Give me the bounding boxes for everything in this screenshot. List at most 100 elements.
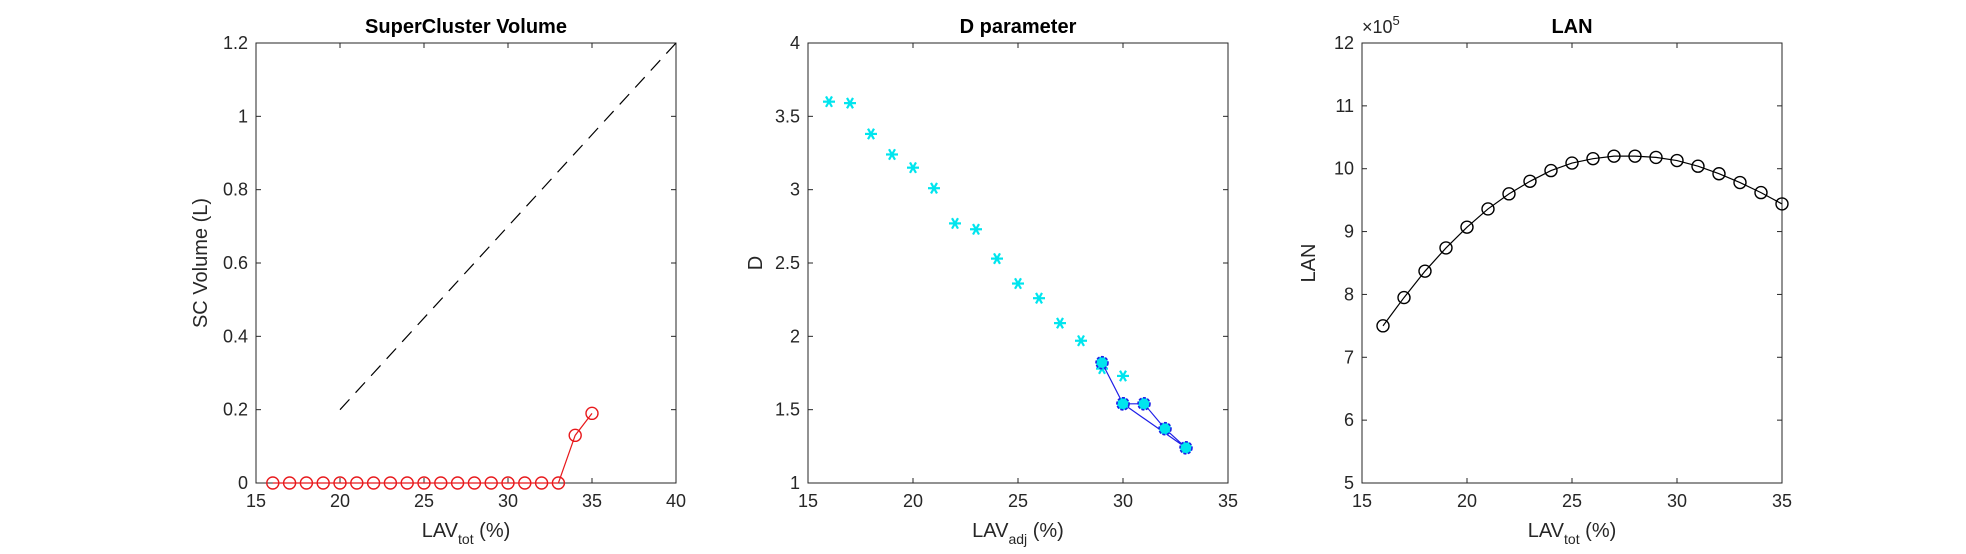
x-tick-label: 25 — [1562, 491, 1582, 511]
x-tick-label: 20 — [330, 491, 350, 511]
x-axis-label-2: LAVadj (%) — [972, 520, 1064, 547]
circle-marker — [484, 476, 498, 490]
asterisk-stroke — [1056, 317, 1064, 329]
series-line — [1101, 362, 1187, 449]
circle-marker — [417, 476, 431, 490]
asterisk-marker — [1054, 317, 1066, 329]
asterisk-marker — [1012, 277, 1024, 290]
asterisk-marker — [1117, 370, 1129, 382]
asterisk-marker — [907, 161, 919, 174]
y-tick-label: 12 — [1334, 33, 1354, 53]
x-ticks-3: 15 20 25 30 35 — [1352, 43, 1792, 511]
x-tick-label: 30 — [1113, 491, 1133, 511]
circle-marker — [316, 476, 330, 490]
circle-marker — [350, 476, 364, 490]
y-tick-label: 6 — [1344, 410, 1354, 430]
circle-marker — [518, 476, 532, 490]
y-tick-label: 1 — [790, 473, 800, 493]
panel-lan: LAN LAN LAVtot (%) ×105 5 6 7 8 9 10 11 12 15 20… — [1298, 13, 1792, 547]
circle-marker — [1137, 396, 1151, 411]
chart-title-1: SuperCluster Volume — [365, 16, 567, 38]
asterisk-marker — [949, 217, 961, 230]
asterisk-marker — [991, 252, 1003, 265]
asterisk-stroke — [1119, 370, 1127, 382]
asterisk-stroke — [909, 161, 917, 174]
x-axis-label-3: LAVtot (%) — [1528, 520, 1617, 547]
y-tick-label: 8 — [1344, 284, 1354, 304]
asterisk-stroke — [1014, 277, 1022, 290]
asterisk-marker — [1033, 292, 1045, 304]
circle-marker — [1179, 440, 1193, 455]
circle-marker — [501, 476, 515, 490]
x-tick-label: 15 — [1352, 491, 1372, 511]
y-tick-label: 0.6 — [223, 253, 248, 273]
circle-marker — [1775, 197, 1789, 211]
asterisk-stroke — [930, 182, 938, 194]
series-2 — [823, 95, 1193, 455]
asterisk-marker — [970, 223, 982, 236]
y-tick-label: 1 — [238, 106, 248, 126]
y-tick-label: 2.5 — [775, 253, 800, 273]
circle-marker — [1158, 421, 1172, 436]
circle-marker — [1628, 149, 1642, 163]
x-tick-label: 20 — [1457, 491, 1477, 511]
circle-marker — [266, 476, 280, 490]
asterisk-stroke — [993, 252, 1001, 265]
asterisk-stroke — [972, 223, 980, 236]
asterisk-stroke — [1077, 334, 1085, 347]
circle-marker — [1754, 185, 1768, 200]
circle-marker — [1397, 290, 1411, 305]
asterisk-marker — [865, 128, 877, 140]
circle-marker — [1095, 355, 1109, 370]
circle-marker — [1565, 156, 1579, 170]
y-tick-label: 0.8 — [223, 180, 248, 200]
series-line — [272, 412, 593, 484]
y-tick-label: 3.5 — [775, 106, 800, 126]
y-tick-label: 2 — [790, 326, 800, 346]
circle-marker — [282, 476, 297, 490]
circle-marker — [1670, 153, 1684, 168]
asterisk-marker — [844, 97, 856, 109]
panel-supercluster-volume: SuperCluster Volume SC Volume (L) LAVtot… — [190, 16, 686, 547]
asterisk-stroke — [867, 128, 875, 140]
x-tick-label: 30 — [1667, 491, 1687, 511]
x-tick-label: 20 — [903, 491, 923, 511]
x-tick-label: 35 — [1218, 491, 1238, 511]
y-ticks-1: 0 0.2 0.4 0.6 0.8 1 1.2 — [223, 33, 676, 493]
series-1 — [266, 42, 677, 490]
series-line — [1382, 155, 1783, 327]
circle-marker — [383, 476, 398, 490]
circle-marker — [534, 476, 549, 490]
circle-marker — [1649, 150, 1663, 165]
circle-marker — [1544, 163, 1558, 178]
asterisk-marker — [1075, 334, 1087, 347]
y-tick-label: 11 — [1335, 96, 1354, 116]
y-tick-label: 7 — [1344, 347, 1354, 367]
x-tick-label: 25 — [414, 491, 434, 511]
circle-marker — [585, 406, 599, 421]
y-tick-label: 1.2 — [223, 33, 248, 53]
chart-title-2: D parameter — [960, 16, 1077, 38]
diagonal-dashed-line — [339, 42, 677, 411]
circle-marker — [1460, 220, 1474, 234]
circle-marker — [1523, 174, 1537, 188]
y-tick-label: 0 — [238, 473, 248, 493]
x-tick-label: 25 — [1008, 491, 1028, 511]
circle-marker — [1712, 167, 1726, 181]
y-tick-label: 4 — [790, 33, 800, 53]
series-3 — [1376, 149, 1789, 333]
x-axis-label-1: LAVtot (%) — [422, 520, 511, 547]
asterisk-stroke — [825, 95, 833, 108]
circle-marker — [1502, 187, 1516, 201]
circle-marker — [450, 476, 465, 490]
circle-marker — [467, 476, 482, 490]
circle-marker — [1607, 149, 1621, 163]
asterisk-stroke — [951, 217, 959, 230]
circle-marker — [1418, 264, 1432, 278]
panel-d-parameter: D parameter D LAVadj (%) 1 1.5 2 2.5 3 3.5 4 1… — [745, 16, 1238, 547]
x-tick-label: 15 — [246, 491, 266, 511]
y-tick-label: 9 — [1344, 222, 1354, 242]
y-tick-label: 1.5 — [775, 400, 800, 420]
circle-marker — [551, 476, 566, 490]
